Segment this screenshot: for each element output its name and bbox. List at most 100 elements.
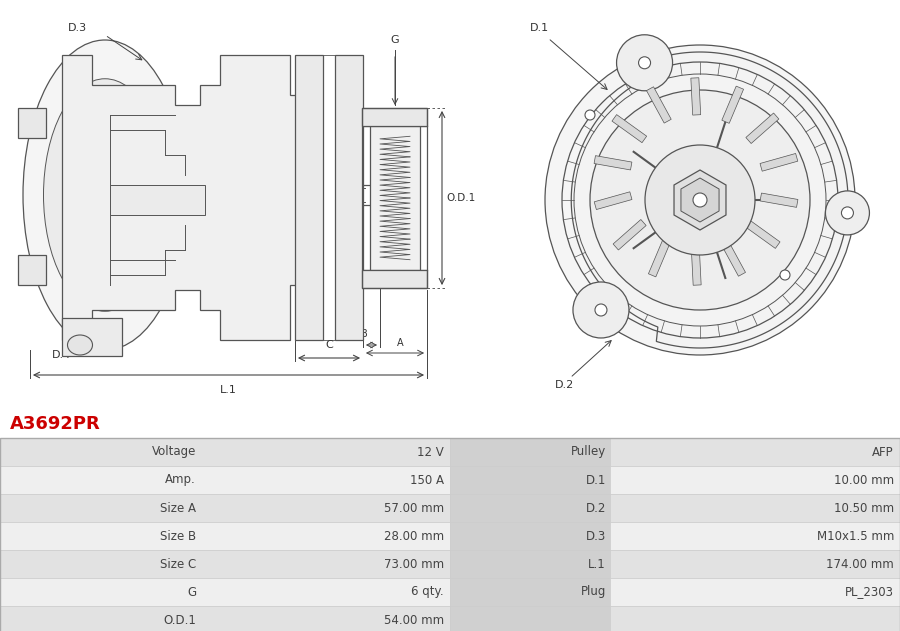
Bar	[62, 318, 122, 356]
Polygon shape	[681, 178, 719, 222]
Bar	[610, 438, 900, 466]
Text: Pulley: Pulley	[571, 445, 606, 459]
Ellipse shape	[616, 35, 672, 91]
Text: 6 qty.: 6 qty.	[411, 586, 444, 598]
Bar	[746, 113, 778, 143]
Bar	[0, 606, 450, 631]
Bar	[335, 55, 363, 340]
Text: L.1: L.1	[589, 558, 606, 570]
Text: D.2: D.2	[555, 380, 574, 390]
Bar	[0, 438, 900, 631]
Text: D.4: D.4	[52, 350, 71, 360]
Bar	[610, 578, 900, 606]
Bar	[450, 606, 610, 631]
Bar	[0, 466, 450, 494]
Bar	[0, 522, 450, 550]
Bar	[722, 86, 743, 123]
Text: 10.00 mm: 10.00 mm	[834, 473, 894, 487]
Text: 10.50 mm: 10.50 mm	[834, 502, 894, 514]
Bar	[691, 78, 701, 115]
Text: A3692PR: A3692PR	[10, 415, 101, 433]
Bar	[760, 193, 798, 208]
Bar	[0, 494, 450, 522]
Text: O.D.1: O.D.1	[163, 613, 196, 627]
Text: Plug: Plug	[580, 586, 606, 598]
Bar	[610, 494, 900, 522]
Text: Amp.: Amp.	[166, 473, 196, 487]
Bar	[450, 494, 610, 522]
Text: Size B: Size B	[160, 529, 196, 543]
Ellipse shape	[595, 304, 607, 316]
Ellipse shape	[842, 207, 853, 219]
Bar	[610, 606, 900, 631]
Polygon shape	[572, 52, 848, 348]
Polygon shape	[62, 55, 305, 340]
Bar	[594, 192, 632, 209]
Text: 150 A: 150 A	[410, 473, 444, 487]
Ellipse shape	[693, 193, 707, 207]
Bar	[745, 220, 780, 249]
Polygon shape	[674, 170, 726, 230]
Ellipse shape	[780, 270, 790, 280]
Bar	[0, 550, 450, 578]
Bar	[721, 240, 745, 276]
Text: D.3: D.3	[586, 529, 606, 543]
Text: B: B	[361, 329, 367, 339]
Ellipse shape	[825, 191, 869, 235]
Bar	[450, 466, 610, 494]
Text: G: G	[187, 586, 196, 598]
Bar	[610, 522, 900, 550]
Bar	[0, 438, 450, 466]
Bar	[110, 185, 205, 215]
Bar	[18, 108, 46, 138]
Bar	[648, 240, 670, 277]
Text: O.D.1: O.D.1	[446, 193, 475, 203]
Ellipse shape	[545, 45, 855, 355]
Text: D.2: D.2	[586, 502, 606, 514]
Text: 73.00 mm: 73.00 mm	[384, 558, 444, 570]
Bar	[18, 255, 46, 285]
Ellipse shape	[43, 79, 166, 311]
Text: A: A	[397, 338, 403, 348]
Ellipse shape	[68, 335, 93, 355]
Bar	[612, 115, 647, 143]
Bar	[450, 550, 610, 578]
Ellipse shape	[23, 40, 187, 350]
Ellipse shape	[585, 110, 595, 120]
Bar	[362, 270, 427, 288]
Text: G: G	[391, 35, 400, 45]
Text: PL_2303: PL_2303	[845, 586, 894, 598]
Text: Voltage: Voltage	[151, 445, 196, 459]
Text: Size A: Size A	[160, 502, 196, 514]
Bar	[646, 87, 671, 123]
Text: C: C	[325, 340, 333, 350]
Ellipse shape	[639, 57, 651, 69]
Text: 12 V: 12 V	[418, 445, 444, 459]
Bar	[362, 108, 427, 288]
Text: 54.00 mm: 54.00 mm	[384, 613, 444, 627]
Bar	[295, 55, 323, 340]
Bar	[760, 153, 797, 171]
Text: 174.00 mm: 174.00 mm	[826, 558, 894, 570]
Bar	[0, 578, 450, 606]
Text: D.1: D.1	[586, 473, 606, 487]
Text: Size C: Size C	[160, 558, 196, 570]
Bar	[450, 578, 610, 606]
Text: M10x1.5 mm: M10x1.5 mm	[816, 529, 894, 543]
Text: AFP: AFP	[872, 445, 894, 459]
Text: 28.00 mm: 28.00 mm	[384, 529, 444, 543]
Bar	[691, 248, 701, 285]
Bar	[594, 156, 632, 170]
Ellipse shape	[573, 282, 629, 338]
Bar	[362, 108, 427, 126]
Bar	[450, 522, 610, 550]
Text: D.3: D.3	[68, 23, 87, 33]
Text: L.1: L.1	[220, 385, 237, 395]
Bar	[613, 220, 646, 250]
Text: D.1: D.1	[530, 23, 549, 33]
Text: 57.00 mm: 57.00 mm	[384, 502, 444, 514]
Ellipse shape	[590, 90, 810, 310]
Bar	[610, 550, 900, 578]
Ellipse shape	[645, 145, 755, 255]
Bar	[370, 126, 420, 270]
